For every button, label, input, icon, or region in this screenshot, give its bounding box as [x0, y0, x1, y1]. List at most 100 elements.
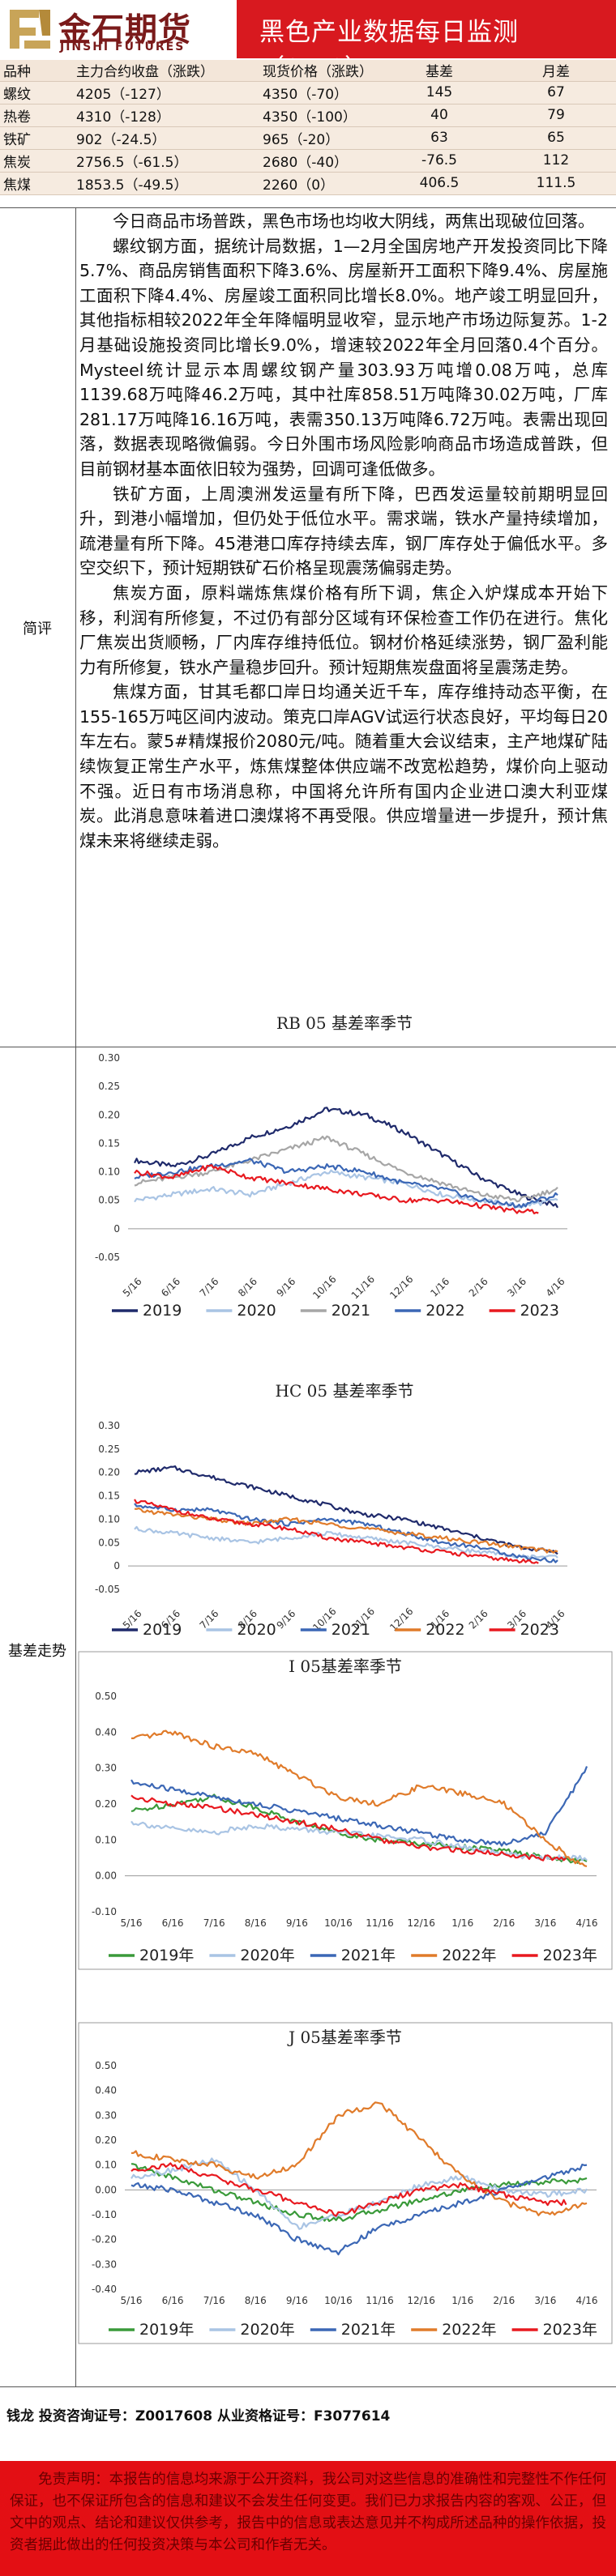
y-tick-label: 0.10 [95, 1834, 117, 1845]
commentary-paragraph: 焦炭方面，原料端炼焦煤价格有所下调，焦企入炉煤成本开始下移，利润有所修复，不过仍… [79, 582, 608, 677]
cell-month: 65 [496, 126, 616, 150]
y-tick-label: 0.20 [95, 2135, 117, 2146]
chart-rb05: RB 05 基差率季节 -0.05 0 0.05 0.10 0.15 0.20 0.25 0.3… [81, 1001, 608, 1329]
col-header-basis: 基差 [383, 60, 496, 82]
series-line [134, 1499, 539, 1564]
cell-name: 热卷 [0, 104, 73, 127]
y-tick-label: -0.40 [92, 2284, 117, 2295]
legend-label: 2019 [143, 1302, 182, 1320]
cell-name: 螺纹 [0, 81, 73, 104]
y-tick-label: 0 [113, 1223, 120, 1235]
legend-label: 2020 [237, 1302, 276, 1320]
x-tick-label: 6/16 [159, 1276, 182, 1299]
legend-label: 2021 [332, 1621, 370, 1639]
commentary-label: 简评 [23, 621, 52, 638]
y-tick-label: -0.20 [92, 2234, 117, 2245]
x-tick-label: 10/16 [324, 1917, 353, 1929]
series-line [130, 2101, 588, 2216]
y-tick-label: 0.40 [95, 1726, 117, 1738]
x-tick-label: 4/16 [544, 1276, 567, 1299]
x-tick-label: 2/16 [493, 1917, 515, 1929]
x-tick-label: 5/16 [121, 1917, 143, 1929]
x-tick-label: 11/16 [366, 1917, 394, 1929]
y-tick-label: 0.15 [98, 1137, 120, 1149]
cell-name: 铁矿 [0, 126, 73, 150]
table-row: 热卷 4310（-128） 4350（-100） 40 79 [0, 104, 616, 127]
cell-spot: 2680（-40） [220, 149, 383, 173]
legend-label: 2021年 [341, 2321, 396, 2339]
legend-label: 2022年 [442, 1947, 496, 1964]
cell-month: 111.5 [496, 172, 616, 195]
chart-title: HC 05 基差率季节 [276, 1381, 414, 1401]
cell-main: 1853.5（-49.5） [73, 172, 220, 195]
legend-label: 2021 [332, 1302, 370, 1320]
series-line [134, 1107, 558, 1209]
series-line [130, 2157, 588, 2230]
cell-name: 焦煤 [0, 172, 73, 195]
cell-basis: 63 [383, 126, 496, 150]
cell-spot: 965（-20） [220, 126, 383, 150]
x-tick-label: 2/16 [467, 1276, 490, 1299]
cell-main: 2756.5（-61.5） [73, 149, 220, 173]
x-tick-label: 3/16 [534, 2295, 556, 2306]
cell-month: 67 [496, 81, 616, 104]
x-tick-label: 7/16 [198, 1276, 221, 1299]
x-tick-label: 9/16 [275, 1608, 298, 1631]
x-tick-label: 4/16 [576, 2295, 598, 2306]
series-line [130, 1820, 588, 1862]
col-header-main-contract: 主力合约收盘（涨跌） [73, 60, 220, 82]
x-tick-label: 12/16 [387, 1273, 415, 1301]
x-tick-label: 5/16 [121, 2295, 143, 2306]
commentary-paragraph: 铁矿方面，上周澳洲发运量有所下降，巴西发运量较前期明显回升，到港小幅增加，但仍处… [79, 484, 608, 578]
chart-i05-svg: I 05基差率季节 -0.10 0.00 0.10 0.20 0.30 0.40 0.50 5/… [78, 1651, 613, 1970]
col-header-spot-price: 现货价格（涨跌） [220, 60, 383, 82]
x-tick-label: 7/16 [198, 1608, 221, 1631]
table-row: 焦煤 1853.5（-49.5） 2260（0） 406.5 111.5 [0, 172, 616, 195]
y-tick-label: -0.05 [95, 1252, 120, 1263]
series-line [134, 1164, 539, 1215]
y-tick-label: 0.50 [95, 2060, 117, 2071]
x-tick-label: 10/16 [324, 2295, 353, 2306]
legend-label: 2020年 [240, 2321, 294, 2339]
series-line [130, 2162, 567, 2217]
table-row: 焦炭 2756.5（-61.5） 2680（-40） -76.5 112 [0, 149, 616, 173]
series-line [134, 1135, 558, 1203]
series-line [134, 1465, 558, 1555]
brand-logo: 金石期货 JINSHI FUTURES [0, 0, 237, 58]
legend-label: 2022 [426, 1621, 464, 1639]
cell-basis: 145 [383, 81, 496, 104]
col-header-month-spread: 月差 [496, 60, 616, 82]
x-tick-label: 9/16 [286, 2295, 308, 2306]
cell-spot: 4350（-100） [220, 104, 383, 127]
series-line [130, 2164, 588, 2256]
commentary-paragraph: 焦煤方面，甘其毛都口岸日均通关近千车，库存维持动态平衡，在155-165万吨区间… [79, 682, 608, 851]
cell-main: 4205（-127） [73, 81, 220, 104]
y-tick-label: 0.30 [95, 1763, 117, 1774]
x-tick-label: 8/16 [245, 1917, 267, 1929]
x-tick-label: 7/16 [203, 1917, 225, 1929]
x-tick-label: 6/16 [162, 1917, 184, 1929]
series-line [134, 1525, 558, 1559]
legend-label: 2019年 [139, 2321, 194, 2339]
x-tick-label: 5/16 [121, 1276, 144, 1299]
chart-rb05-svg: RB 05 基差率季节 -0.05 0 0.05 0.10 0.15 0.20 0.25 0.3… [95, 1013, 567, 1320]
cell-basis: 40 [383, 104, 496, 127]
x-tick-label: 11/16 [366, 2295, 394, 2306]
table-row: 铁矿 902（-24.5） 965（-20） 63 65 [0, 126, 616, 150]
chart-hc05-svg: HC 05 基差率季节 -0.05 0 0.05 0.10 0.15 0.20 0.25 0.3… [95, 1381, 567, 1639]
basis-label: 基差走势 [8, 1643, 66, 1660]
cell-basis: -76.5 [383, 149, 496, 173]
cell-month: 79 [496, 104, 616, 127]
x-tick-label: 1/16 [451, 1917, 473, 1929]
x-tick-label: 4/16 [576, 1917, 598, 1929]
y-tick-label: 0.25 [98, 1444, 120, 1455]
y-tick-label: -0.10 [92, 1906, 117, 1917]
series-line [130, 2163, 588, 2222]
legend-label: 2022 [426, 1302, 464, 1320]
series-line [130, 1766, 588, 1847]
x-tick-label: 8/16 [236, 1276, 259, 1299]
x-tick-label: 2/16 [467, 1608, 490, 1631]
y-tick-label: 0.15 [98, 1491, 120, 1502]
chart-i05: I 05基差率季节 -0.10 0.00 0.10 0.20 0.30 0.40 0.50 5/… [78, 1651, 613, 1970]
analyst-credentials: 钱龙 投资咨询证号：Z0017608 从业资格证号：F3077614 [6, 2408, 391, 2425]
